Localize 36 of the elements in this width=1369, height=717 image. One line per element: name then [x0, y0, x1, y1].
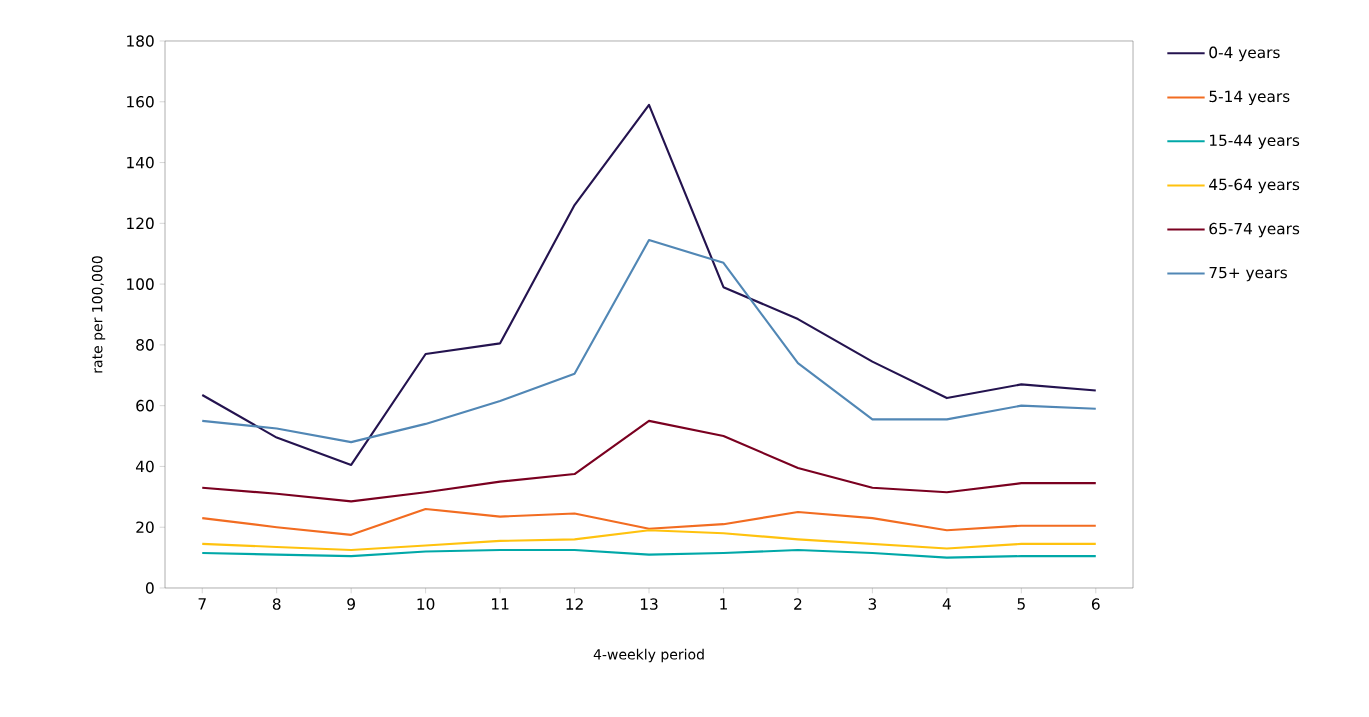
x-tick-label: 2	[794, 598, 802, 610]
line-series	[201, 419, 1097, 503]
line-series	[201, 507, 1097, 536]
x-tick-label: 4	[942, 598, 951, 610]
y-axis-title: rate per 100,000	[91, 256, 106, 373]
legend-label: 75+ years	[1209, 266, 1287, 282]
line-series	[201, 103, 1097, 466]
x-tick-label: 11	[492, 598, 509, 610]
x-tick-label: 13	[640, 598, 658, 610]
x-tick-label: 12	[566, 598, 583, 610]
x-axis-title: 4-weekly period	[593, 648, 704, 663]
y-tick-label: 60	[136, 399, 154, 412]
line-series	[201, 548, 1097, 559]
legend-label: 5-14 years	[1209, 90, 1290, 106]
y-tick-label: 40	[135, 460, 154, 473]
y-tick-label: 180	[127, 35, 154, 47]
y-tick-label: 80	[136, 339, 154, 351]
x-tick-label: 6	[1091, 598, 1100, 610]
y-tick-label: 120	[127, 217, 154, 230]
y-tick-label: 0	[145, 582, 154, 594]
x-tick-label: 9	[347, 598, 355, 610]
y-tick-label: 20	[136, 521, 154, 534]
legend-label: 0-4 years	[1209, 46, 1280, 62]
x-tick-label: 7	[198, 598, 206, 610]
y-tick-label: 140	[127, 156, 154, 169]
x-tick-label: 1	[720, 598, 727, 610]
legend-label: 65-74 years	[1209, 222, 1300, 238]
x-tick-label: 5	[1017, 598, 1025, 610]
legend-label: 45-64 years	[1209, 178, 1300, 194]
x-tick-label: 10	[417, 598, 435, 610]
x-tick-label: 3	[868, 598, 877, 610]
y-tick-label: 160	[127, 95, 154, 108]
x-tick-label: 8	[272, 598, 281, 610]
legend-label: 15-44 years	[1210, 134, 1300, 150]
line-series	[201, 238, 1097, 444]
y-tick-label: 100	[127, 278, 154, 290]
